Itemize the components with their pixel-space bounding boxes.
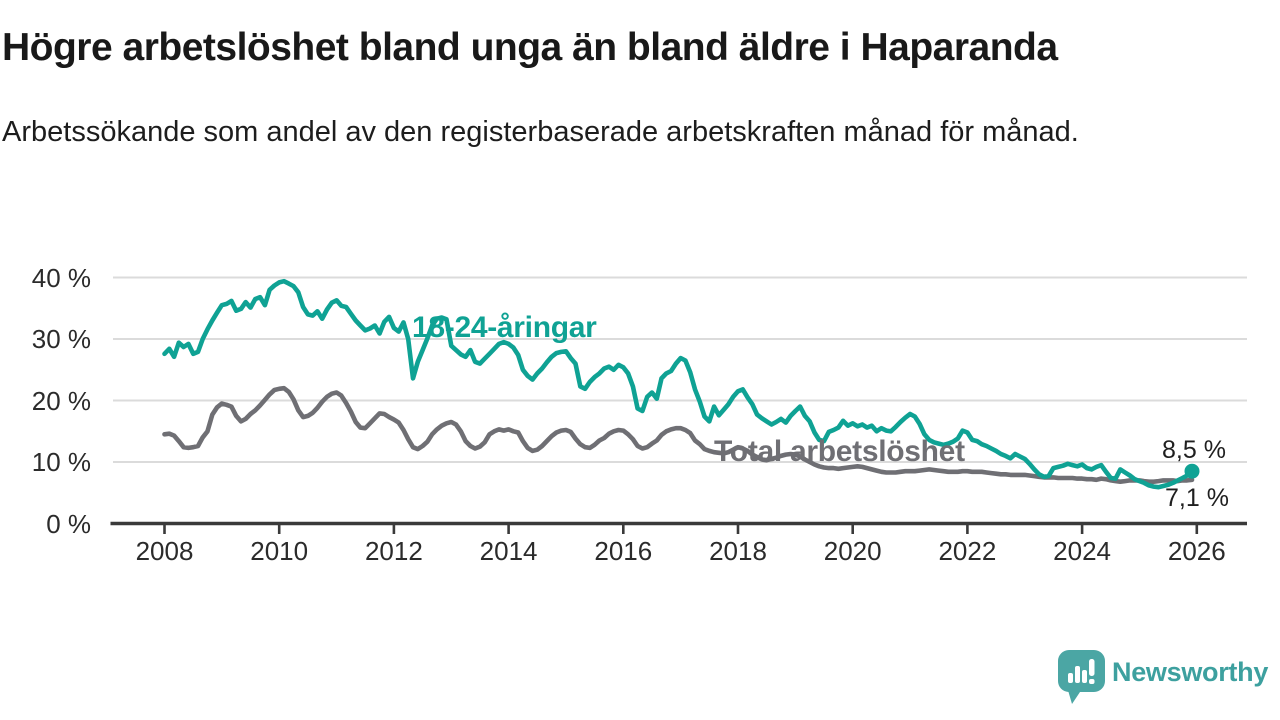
bar-3 <box>1082 670 1087 683</box>
x-axis-tick-label: 2022 <box>938 536 997 566</box>
speech-bubble-shape <box>1058 650 1105 704</box>
x-axis-tick-label: 2026 <box>1167 536 1226 566</box>
newsworthy-logo-text: Newsworthy <box>1112 657 1269 687</box>
x-axis-tick-label: 2010 <box>250 536 309 566</box>
series-label-youth: 18-24-åringar <box>412 311 597 344</box>
x-axis-tick-label: 2012 <box>364 536 423 566</box>
newsworthy-logo-icon <box>1058 650 1105 704</box>
x-axis-tick-label: 2008 <box>135 536 194 566</box>
x-axis-tick-label: 2016 <box>594 536 653 566</box>
series-label-total: Total arbetslöshet <box>714 435 965 468</box>
y-axis-tick-label: 10 % <box>31 447 91 477</box>
bar-1 <box>1068 673 1073 683</box>
chart-subtitle: Arbetssökande som andel av den registerb… <box>2 116 1079 148</box>
end-value-label-total: 7,1 % <box>1165 484 1229 512</box>
line-youth <box>162 278 1195 490</box>
newsworthy-logo: Newsworthy <box>1056 648 1276 708</box>
x-axis-tick-label: 2020 <box>823 536 882 566</box>
x-axis-tick-label: 2014 <box>479 536 538 566</box>
end-value-label-youth: 8,5 % <box>1162 436 1226 464</box>
x-axis-tick-label: 2024 <box>1053 536 1112 566</box>
exclamation-dot <box>1089 679 1095 684</box>
y-axis-tick-label: 30 % <box>31 324 91 354</box>
x-axis-tick-label: 2018 <box>709 536 767 566</box>
y-axis-tick-label: 0 % <box>46 508 91 539</box>
exclamation-bar <box>1089 659 1095 676</box>
chart-title: Högre arbetslöshet bland unga än bland ä… <box>2 26 1058 69</box>
y-axis-tick-label: 40 % <box>31 262 91 293</box>
line-total <box>162 385 1195 485</box>
y-axis-tick-label: 20 % <box>31 385 91 416</box>
end-point-dot <box>1184 463 1200 479</box>
bar-2 <box>1075 666 1080 683</box>
